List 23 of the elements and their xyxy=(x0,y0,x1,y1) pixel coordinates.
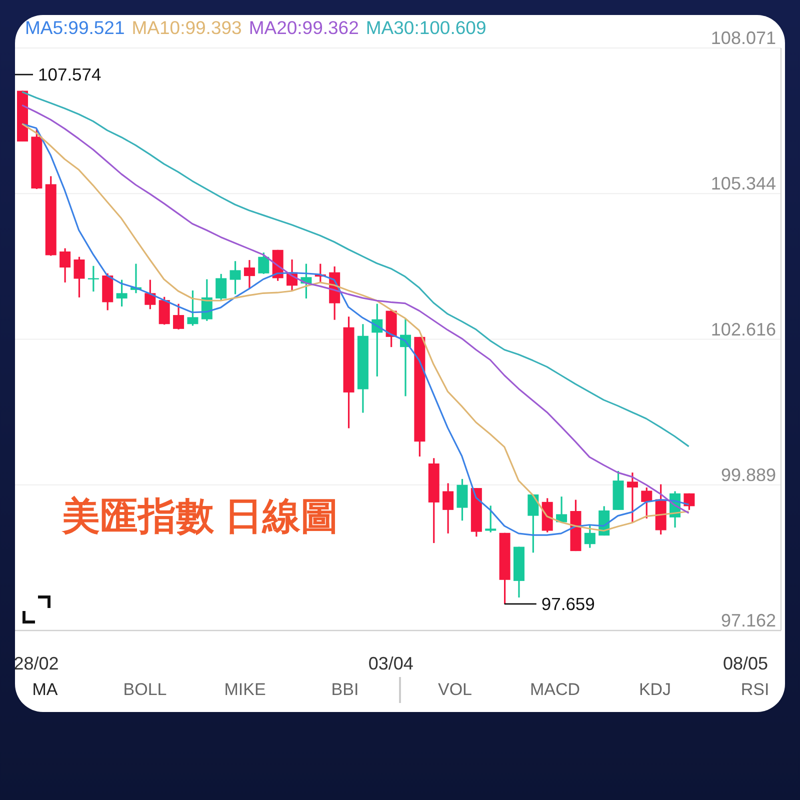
text: RSI xyxy=(740,679,770,701)
text: BBI xyxy=(331,679,359,701)
text: KDJ xyxy=(638,679,672,701)
y-tick-label: 97.162 xyxy=(720,610,776,630)
text: MIKE xyxy=(224,679,266,701)
text: MA20:99.362 xyxy=(248,17,359,39)
text: MA xyxy=(32,679,58,701)
y-tick-label: 99.889 xyxy=(720,464,776,485)
x-tick-label: 28/02 xyxy=(14,653,59,674)
y-tick-label: 108.071 xyxy=(710,28,776,48)
y-tick-label: 102.616 xyxy=(710,319,776,340)
text: MACD xyxy=(530,679,580,701)
text: 美匯指數 日線圖 xyxy=(62,495,339,540)
text: MA30:100.609 xyxy=(366,17,486,39)
text: VOL xyxy=(438,679,472,701)
annotation: 107.574 xyxy=(38,64,102,85)
text: MA5:99.521 xyxy=(25,17,125,39)
x-tick-label: 03/04 xyxy=(368,653,414,674)
annotation: 97.659 xyxy=(541,594,595,614)
y-tick-label: 105.344 xyxy=(710,174,776,194)
text: BOLL xyxy=(123,679,167,701)
text: MA10:99.393 xyxy=(132,17,242,39)
x-tick-label: 08/05 xyxy=(723,653,768,674)
